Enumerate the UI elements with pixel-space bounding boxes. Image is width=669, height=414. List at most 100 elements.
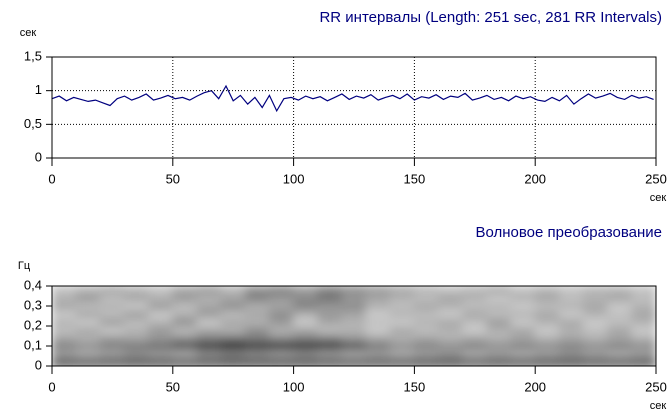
heatmap-cell	[220, 325, 246, 335]
heatmap-cell	[268, 341, 295, 351]
heatmap-cell	[268, 286, 295, 295]
heatmap-cell	[413, 333, 440, 343]
heatmap-cell	[558, 286, 585, 295]
heatmap-cell	[148, 301, 174, 311]
y-tick-label: 0,2	[24, 317, 42, 332]
heatmap-cell	[607, 317, 633, 327]
heatmap-cell	[75, 301, 101, 311]
heatmap-cell	[389, 357, 415, 366]
heatmap-cell	[365, 286, 391, 295]
heatmap-cell	[534, 325, 560, 335]
heatmap-cell	[75, 349, 101, 359]
heatmap-cell	[389, 325, 415, 335]
heatmap-cell	[148, 325, 174, 335]
heatmap-cell	[172, 349, 198, 359]
heatmap-cell	[196, 286, 222, 295]
heatmap-cell	[365, 325, 391, 335]
y-tick-label: 1,5	[24, 48, 42, 63]
heatmap-cell	[99, 325, 125, 335]
heatmap-cell	[462, 309, 488, 319]
heatmap-cell	[413, 286, 440, 295]
x-tick-label: 0	[48, 379, 55, 394]
heatmap-cell	[583, 357, 609, 366]
heatmap-cell	[52, 341, 77, 351]
heatmap-cell	[534, 317, 560, 327]
heatmap-cell	[123, 286, 150, 295]
heatmap-cell	[583, 325, 609, 335]
heatmap-cell	[75, 309, 101, 319]
heatmap-cell	[365, 357, 391, 366]
x-tick-label: 150	[404, 171, 426, 186]
heatmap-cell	[438, 333, 464, 343]
y-tick-label: 0,5	[24, 116, 42, 131]
heatmap-cell	[486, 286, 512, 295]
heatmap-cell	[413, 349, 440, 359]
heatmap-cell	[123, 349, 150, 359]
heatmap-cell	[75, 333, 101, 343]
heatmap-cell	[52, 317, 77, 327]
y-axis-label: Гц	[18, 260, 31, 272]
heatmap-cell	[631, 301, 656, 311]
heatmap-cell	[317, 349, 343, 359]
heatmap-cell	[220, 293, 246, 303]
heatmap-cell	[293, 349, 319, 359]
heatmap-cell	[583, 293, 609, 303]
heatmap-cell	[607, 325, 633, 335]
heatmap-cell	[99, 349, 125, 359]
heatmap-cell	[75, 293, 101, 303]
heatmap-cell	[631, 309, 656, 319]
heatmap-cell	[317, 333, 343, 343]
x-tick-label: 250	[645, 171, 667, 186]
heatmap-cell	[196, 325, 222, 335]
heatmap-cell	[510, 301, 536, 311]
heatmap-cell	[607, 309, 633, 319]
heatmap-cell	[534, 286, 560, 295]
heatmap-cell	[172, 333, 198, 343]
heatmap-cell	[148, 317, 174, 327]
heatmap-cell	[244, 357, 270, 366]
heatmap-cell	[389, 301, 415, 311]
heatmap-cell	[244, 286, 270, 295]
heatmap-cell	[510, 357, 536, 366]
heatmap-cell	[583, 286, 609, 295]
heatmap-cell	[99, 357, 125, 366]
heatmap-cell	[293, 333, 319, 343]
heatmap-cell	[244, 309, 270, 319]
heatmap-cell	[583, 301, 609, 311]
heatmap-cell	[268, 333, 295, 343]
heatmap-cell	[365, 349, 391, 359]
heatmap-cell	[172, 357, 198, 366]
heatmap-cell	[317, 317, 343, 327]
heatmap-cell	[99, 293, 125, 303]
heatmap-cell	[438, 317, 464, 327]
x-tick-label: 250	[645, 379, 667, 394]
heatmap-cell	[99, 309, 125, 319]
heatmap-cell	[341, 293, 367, 303]
heatmap-cell	[148, 333, 174, 343]
heatmap-cell	[583, 317, 609, 327]
heatmap-cell	[172, 293, 198, 303]
heatmap-cell	[244, 325, 270, 335]
heatmap-cell	[558, 349, 585, 359]
plot-frame	[51, 56, 657, 159]
heatmap-cell	[99, 317, 125, 327]
heatmap-cell	[462, 325, 488, 335]
heatmap-cell	[486, 309, 512, 319]
heatmap-cell	[52, 325, 77, 335]
heatmap-cell	[486, 357, 512, 366]
heatmap-cell	[462, 301, 488, 311]
heatmap-cell	[293, 341, 319, 351]
heatmap-cell	[631, 357, 656, 366]
heatmap-cell	[268, 309, 295, 319]
x-tick-label: 0	[48, 171, 55, 186]
heatmap-cell	[413, 341, 440, 351]
heatmap-cell	[123, 333, 150, 343]
heatmap-cell	[389, 286, 415, 295]
heatmap-cell	[317, 286, 343, 295]
heatmap-cell	[389, 333, 415, 343]
heatmap-cell	[389, 317, 415, 327]
heatmap-cell	[486, 341, 512, 351]
heatmap-cell	[99, 341, 125, 351]
heatmap-cell	[293, 286, 319, 295]
